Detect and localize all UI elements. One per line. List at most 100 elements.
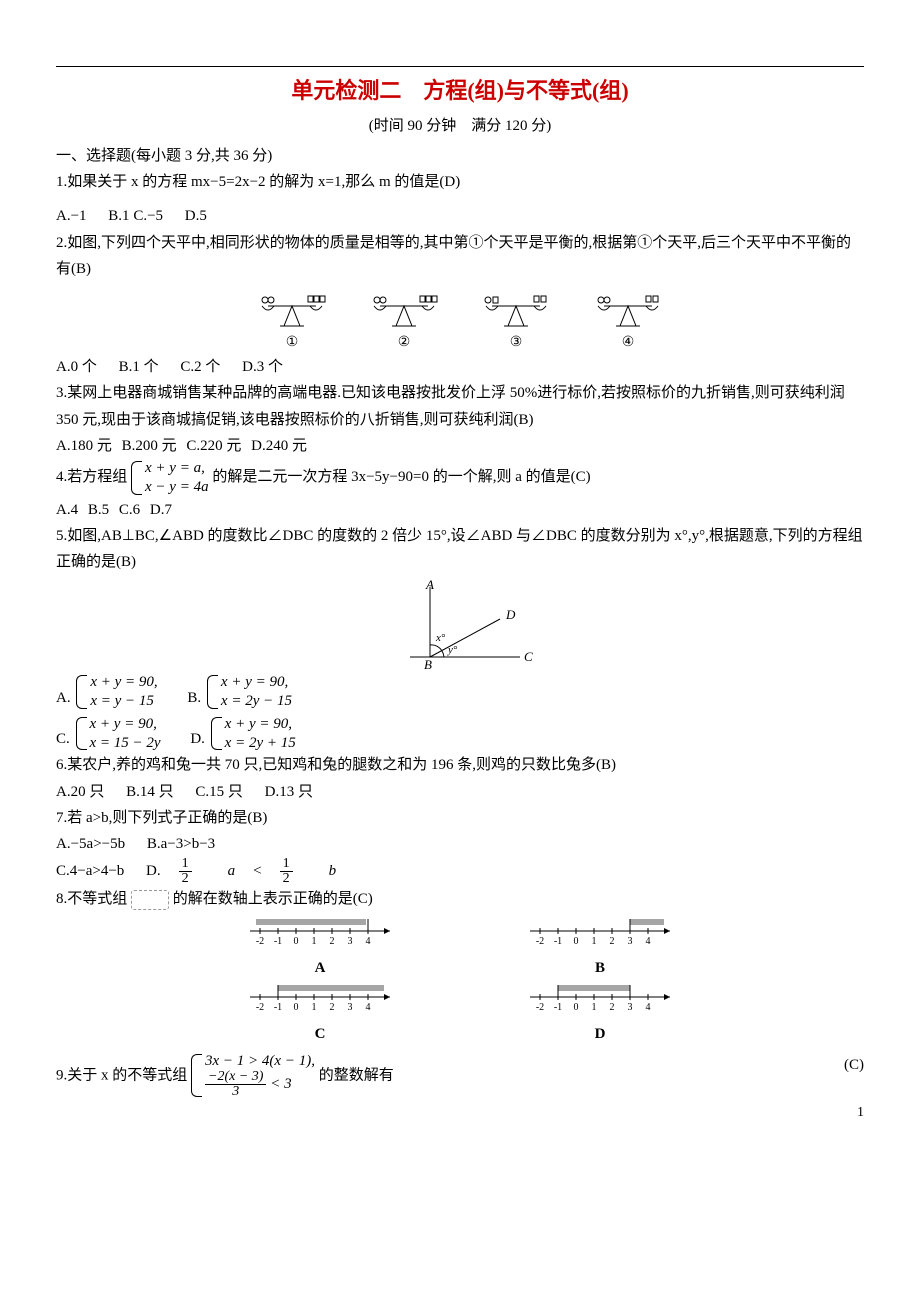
svg-text:-2: -2 [256,1002,264,1013]
q8-system-placeholder [131,890,169,910]
numberline-d-icon: -2 -1 0 1 2 3 4 [520,981,680,1015]
svg-text:-1: -1 [554,936,562,947]
svg-text:①: ① [286,335,299,350]
svg-text:4: 4 [366,1002,371,1013]
svg-text:4: 4 [646,936,651,947]
q2-opt-a: A.0 个 [56,354,97,380]
q6-opt-a: A.20 只 [56,779,104,805]
svg-text:2: 2 [610,936,615,947]
svg-text:-1: -1 [274,1002,282,1013]
svg-text:3: 3 [628,1002,633,1013]
numberline-a-icon: -2 -1 0 1 2 3 4 [240,915,400,949]
svg-text:-1: -1 [274,936,282,947]
q5-opt-b-label: B. [187,685,201,711]
q6-opt-d: D.13 只 [265,779,313,805]
page-title: 单元检测二 方程(组)与不等式(组) [56,72,864,111]
q7-options-row2: C.4−a>4−b D.12a<12b [56,857,864,886]
svg-text:0: 0 [574,1002,579,1013]
q7-options-row1: A.−5a>−5b B.a−3>b−3 [56,831,864,857]
svg-text:D: D [505,607,516,622]
svg-text:4: 4 [646,1002,651,1013]
q1-opt-d: D.5 [185,203,207,229]
q2-options: A.0 个 B.1 个 C.2 个 D.3 个 [56,354,864,380]
q9-answer: (C) [844,1052,864,1078]
svg-text:1: 1 [592,1002,597,1013]
q8-stem: 8.不等式组 的解在数轴上表示正确的是(C) [56,886,864,912]
q2-stem: 2.如图,下列四个天平中,相同形状的物体的质量是相等的,其中第①个天平是平衡的,… [56,230,864,283]
section-1-heading: 一、选择题(每小题 3 分,共 36 分) [56,143,864,169]
q6-options: A.20 只 B.14 只 C.15 只 D.13 只 [56,779,864,805]
q7-stem: 7.若 a>b,则下列式子正确的是(B) [56,805,864,831]
svg-text:3: 3 [348,936,353,947]
svg-text:0: 0 [294,936,299,947]
balance-4-icon: ④ [590,286,666,352]
q5-opt-c-system: x + y = 90, x = 15 − 2y [76,715,161,753]
q4-opt-c: C.6 [119,497,140,523]
q3-opt-c: C.220 元 [186,433,241,459]
q5-options-row1: A. x + y = 90, x = y − 15 B. x + y = 90,… [56,673,864,711]
svg-text:②: ② [398,335,411,350]
q5-opt-a-label: A. [56,685,71,711]
svg-text:-1: -1 [554,1002,562,1013]
numberline-c-icon: -2 -1 0 1 2 3 4 [240,981,400,1015]
balance-2-icon: ② [366,286,442,352]
svg-text:④: ④ [621,335,634,350]
svg-text:2: 2 [330,1002,335,1013]
svg-text:1: 1 [592,936,597,947]
q3-opt-d: D.240 元 [251,433,307,459]
q3-opt-a: A.180 元 [56,433,112,459]
numberline-b-label: B [520,955,680,981]
balance-1-icon: ① [254,286,330,352]
q5-opt-b-system: x + y = 90, x = 2y − 15 [207,673,292,711]
svg-text:y°: y° [447,644,458,656]
q8-figure: -2 -1 0 1 2 3 4 A -2 -1 0 [56,915,864,1048]
q4-opt-a: A.4 [56,497,78,523]
q6-opt-b: B.14 只 [126,779,174,805]
svg-text:3: 3 [628,936,633,947]
q4-opt-b: B.5 [88,497,109,523]
q6-stem: 6.某农户,养的鸡和兔一共 70 只,已知鸡和兔的腿数之和为 196 条,则鸡的… [56,752,864,778]
q2-opt-d: D.3 个 [242,354,283,380]
svg-text:0: 0 [294,1002,299,1013]
q5-options-row2: C. x + y = 90, x = 15 − 2y D. x + y = 90… [56,715,864,753]
q3-options: A.180 元 B.200 元 C.220 元 D.240 元 [56,433,864,459]
balance-3-icon: ③ [478,286,554,352]
svg-text:B: B [424,657,432,671]
svg-text:0: 0 [574,936,579,947]
q3-opt-b: B.200 元 [122,433,177,459]
q1-stem: 1.如果关于 x 的方程 mx−5=2x−2 的解为 x=1,那么 m 的值是(… [56,169,864,195]
q4-options: A.4 B.5 C.6 D.7 [56,497,864,523]
numberline-c-label: C [240,1021,400,1047]
q2-opt-b: B.1 个 [119,354,159,380]
q9-stem: 9.关于 x 的不等式组 3x − 1 > 4(x − 1), −2(x − 3… [56,1052,864,1100]
q1-options: A.−1 B.1 C.−5 D.5 [56,203,864,229]
q4-opt-d: D.7 [150,497,172,523]
svg-text:-2: -2 [256,936,264,947]
time-score: (时间 90 分钟 满分 120 分) [56,113,864,139]
svg-text:1: 1 [312,936,317,947]
q5-opt-d-label: D. [190,726,205,752]
svg-text:1: 1 [312,1002,317,1013]
svg-text:③: ③ [510,335,523,350]
q3-stem: 3.某网上电器商城销售某种品牌的高端电器.已知该电器按批发价上浮 50%进行标价… [56,380,864,433]
numberline-a-label: A [240,955,400,981]
q5-opt-c-label: C. [56,726,70,752]
svg-text:A: A [425,579,434,592]
q1-opt-a: A.−1 [56,203,87,229]
q1-opt-b: B.1 [108,203,129,229]
q1-opt-c: C.−5 [133,203,163,229]
q5-figure: A D C B x° y° [56,579,864,671]
q2-opt-c: C.2 个 [180,354,220,380]
q7-opt-c: C.4−a>4−b [56,858,124,884]
q5-opt-d-system: x + y = 90, x = 2y + 15 [211,715,296,753]
q4-system: x + y = a, x − y = 4a [131,459,209,497]
svg-text:4: 4 [366,936,371,947]
q7-opt-a: A.−5a>−5b [56,831,125,857]
svg-text:C: C [524,649,533,664]
svg-text:x°: x° [435,632,446,644]
svg-text:3: 3 [348,1002,353,1013]
q2-figure: ① ② ③ ④ [56,286,864,352]
svg-text:-2: -2 [536,936,544,947]
q6-opt-c: C.15 只 [195,779,243,805]
numberline-d-label: D [520,1021,680,1047]
